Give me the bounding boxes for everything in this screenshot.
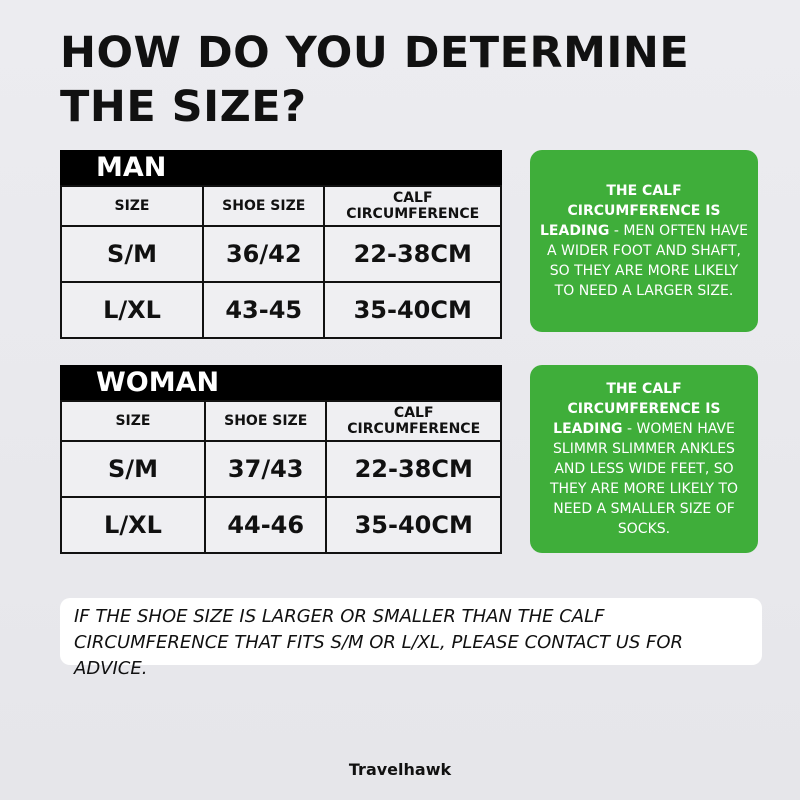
- cell: L/XL: [60, 496, 206, 554]
- cell: 44-46: [203, 496, 328, 554]
- size-table: MAN SIZE SHOE SIZE CALF CIRCUMFERENCE S/M 3…: [60, 150, 502, 339]
- note: THE CALF CIRCUMFERENCE IS LEADING - WOME…: [538, 379, 750, 539]
- cell: 36/42: [201, 225, 326, 283]
- note-text: - MEN OFTEN HAVE A WIDER FOOT AND SHAFT,…: [547, 223, 748, 299]
- title-line: THE SIZE?: [60, 82, 307, 132]
- cell: 22-38CM: [325, 440, 502, 498]
- cell: S/M: [60, 440, 206, 498]
- title: HOW DO YOU DETERMINE THE SIZE?: [60, 26, 689, 134]
- note-box: THE CALF CIRCUMFERENCE IS LEADING - WOME…: [530, 365, 758, 553]
- col-header: SHOE SIZE: [201, 185, 326, 227]
- size-table: WOMAN SIZE SHOE SIZE CALF CIRCUMFERENCE S/…: [60, 365, 502, 554]
- brand: Travelhawk: [348, 760, 452, 779]
- table: SIZE SHOE SIZE CALF CIRCUMFERENCE S/M 36/42…: [60, 185, 502, 339]
- note-box: THE CALF CIRCUMFERENCE IS LEADING - MEN …: [530, 150, 758, 332]
- cell: 22-38CM: [323, 225, 502, 283]
- col-header: SHOE SIZE: [203, 400, 328, 442]
- col-header: CALF CIRCUMFERENCE: [325, 400, 502, 442]
- table-label: MAN: [60, 150, 502, 185]
- col-header: CALF CIRCUMFERENCE: [323, 185, 502, 227]
- note-text: - WOMEN HAVE SLIMMR SLIMMER ANKLES AND L…: [549, 421, 739, 537]
- cell: S/M: [60, 225, 204, 283]
- cell: 35-40CM: [323, 281, 502, 339]
- col-header: SIZE: [60, 185, 204, 227]
- advice: IF THE SHOE SIZE IS LARGER OR SMALLER TH…: [60, 598, 762, 679]
- col-header: SIZE: [60, 400, 206, 442]
- cell: 43-45: [201, 281, 326, 339]
- cell: 37/43: [203, 440, 328, 498]
- cell: L/XL: [60, 281, 204, 339]
- title-line: HOW DO YOU DETERMINE: [60, 28, 690, 78]
- table: SIZE SHOE SIZE CALF CIRCUMFERENCE S/M 37/43…: [60, 400, 502, 554]
- table-label: WOMAN: [60, 365, 502, 400]
- note-emphasis: THE CALF CIRCUMFERENCE IS LEADING: [540, 183, 721, 239]
- note-emphasis: THE CALF CIRCUMFERENCE IS LEADING: [553, 381, 721, 437]
- cell: 35-40CM: [325, 496, 502, 554]
- note: THE CALF CIRCUMFERENCE IS LEADING - MEN …: [538, 181, 750, 301]
